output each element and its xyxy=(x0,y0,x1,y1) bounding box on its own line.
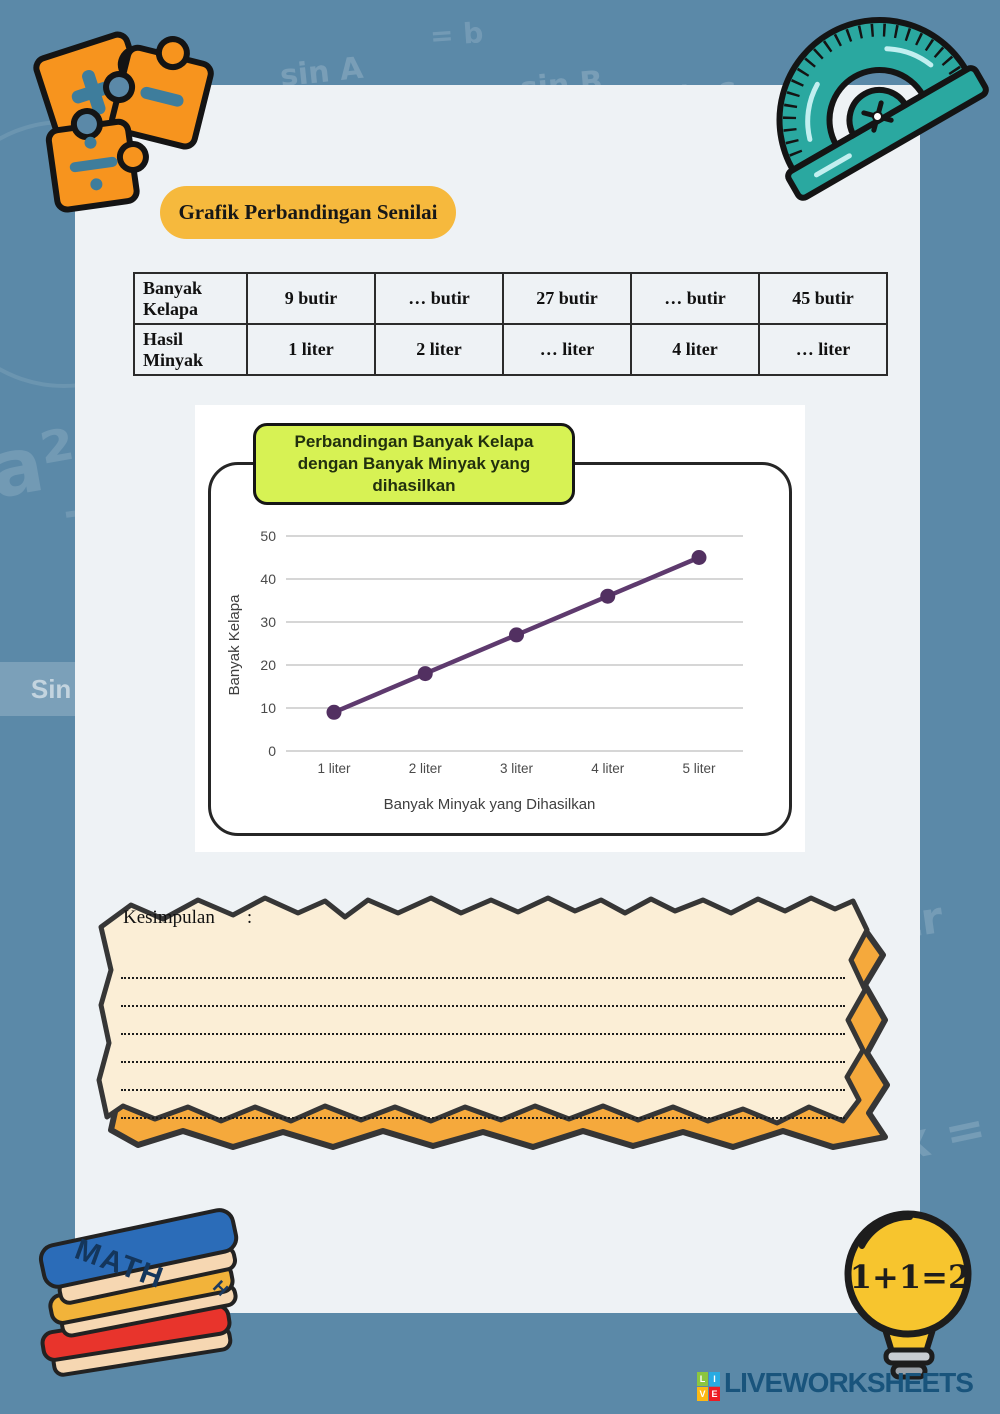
table-cell: 9 butir xyxy=(246,272,376,325)
x-tick-label: 2 liter xyxy=(409,761,443,776)
table-cell: 45 butir xyxy=(758,272,888,325)
table-cell-blank[interactable]: … liter xyxy=(502,323,632,376)
dotted-answer-line[interactable] xyxy=(121,1063,845,1091)
data-point xyxy=(509,627,524,643)
x-axis-label: Banyak Minyak yang Dihasilkan xyxy=(384,796,596,813)
kesimpulan-box: Kesimpulan: xyxy=(93,885,905,1163)
chart-title-box: Perbandingan Banyak Kelapa dengan Banyak… xyxy=(253,423,575,505)
chart-card: 0 10 20 30 40 50 1 liter 2 liter 3 liter 4 liter 5… xyxy=(208,462,792,836)
table-cell-blank[interactable]: … butir xyxy=(630,272,760,325)
protractor-decoration xyxy=(776,17,989,201)
answer-lines xyxy=(121,951,845,1119)
logo-letter: I xyxy=(709,1372,720,1386)
chart-title: Perbandingan Banyak Kelapa dengan Banyak… xyxy=(294,431,534,496)
math-doodle: = b xyxy=(428,16,485,53)
table-cell: 1 liter xyxy=(246,323,376,376)
puzzle-piece-minus xyxy=(103,36,214,150)
y-tick-label: 20 xyxy=(260,657,276,673)
divide-icon xyxy=(69,136,118,191)
dotted-answer-line[interactable] xyxy=(121,951,845,979)
kesimpulan-label: Kesimpulan xyxy=(123,907,215,928)
y-tick-label: 40 xyxy=(260,571,276,587)
chart-panel: Perbandingan Banyak Kelapa dengan Banyak… xyxy=(195,405,805,852)
dotted-answer-line[interactable] xyxy=(121,1091,845,1119)
ratio-table: Banyak Kelapa 9 butir … butir 27 butir …… xyxy=(133,272,888,376)
table-row: Hasil Minyak 1 liter 2 liter … liter 4 l… xyxy=(133,323,888,376)
liveworksheets-brand[interactable]: LIVEWORKSHEETS xyxy=(724,1367,974,1398)
logo-letter: E xyxy=(709,1387,720,1401)
y-tick-label: 30 xyxy=(260,614,276,630)
puzzle-piece-divide xyxy=(45,108,149,213)
data-point xyxy=(326,704,342,720)
x-tick-label: 5 liter xyxy=(682,761,716,776)
math-doodle: a² xyxy=(0,413,84,517)
line-chart: 0 10 20 30 40 50 1 liter 2 liter 3 liter 4 liter 5… xyxy=(226,528,743,813)
row-header-kelapa: Banyak Kelapa xyxy=(133,272,248,325)
puzzle-pieces-decoration xyxy=(33,31,214,213)
table-cell: 27 butir xyxy=(502,272,632,325)
lightbulb-equation: 1+1=2 xyxy=(850,1258,970,1296)
x-tick-label: 4 liter xyxy=(591,761,625,776)
blue-math-book: MATH xyxy=(38,1208,239,1305)
torn-paper-cream-layer xyxy=(96,895,870,1126)
dotted-answer-line[interactable] xyxy=(121,979,845,1007)
y-axis-label: Banyak Kelapa xyxy=(226,594,243,696)
title-badge: Grafik Perbandingan Senilai xyxy=(160,186,456,239)
dotted-answer-line[interactable] xyxy=(121,1007,845,1035)
logo-letter: V xyxy=(697,1387,708,1401)
page-title: Grafik Perbandingan Senilai xyxy=(178,200,438,224)
table-cell: 2 liter xyxy=(374,323,504,376)
table-cell: 4 liter xyxy=(630,323,760,376)
table-cell-blank[interactable]: … liter xyxy=(758,323,888,376)
x-tick-label: 1 liter xyxy=(317,761,351,776)
worksheet-page: Grafik Perbandingan Senilai Banyak Kelap… xyxy=(75,85,920,1313)
lightbulb-decoration: 1+1=2 xyxy=(844,1210,972,1380)
row-header-minyak: Hasil Minyak xyxy=(133,323,248,376)
logo-letter: L xyxy=(697,1372,708,1386)
y-tick-label: 0 xyxy=(268,743,276,759)
data-point xyxy=(417,666,433,682)
kesimpulan-colon: : xyxy=(246,907,253,928)
table-row: Banyak Kelapa 9 butir … butir 27 butir …… xyxy=(133,272,888,325)
y-tick-label: 10 xyxy=(260,700,276,716)
math-books-decoration: H MATH xyxy=(38,1208,239,1377)
center-crosshair-icon xyxy=(861,100,894,133)
table-cell-blank[interactable]: … butir xyxy=(374,272,504,325)
data-point xyxy=(600,588,616,604)
dotted-answer-line[interactable] xyxy=(121,1035,845,1063)
x-tick-label: 3 liter xyxy=(500,761,534,776)
liveworksheets-logo-icon[interactable]: L I V E xyxy=(697,1372,721,1402)
minus-icon xyxy=(140,86,184,107)
y-tick-label: 50 xyxy=(260,528,276,544)
data-point xyxy=(691,550,707,565)
